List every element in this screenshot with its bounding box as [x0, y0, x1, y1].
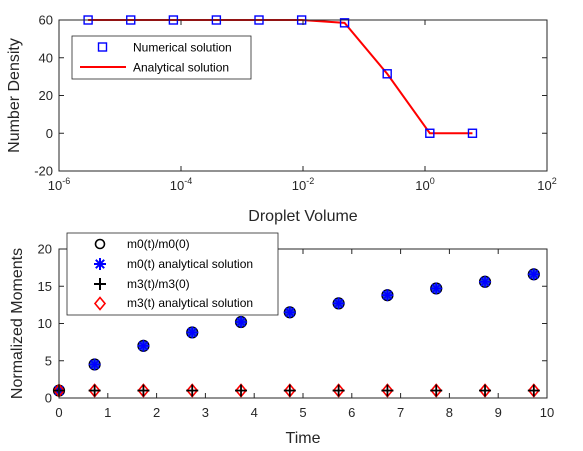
top-y-tick-label: -20 [34, 164, 53, 179]
m3-ratio-point [479, 384, 492, 397]
legend-label-m0-analytical: m0(t) analytical solution [127, 257, 253, 271]
bottom-x-axis-label: Time [286, 430, 321, 447]
bottom-legend: m0(t)/m0(0) m0(t) analytical solution m3… [66, 232, 279, 316]
bottom-x-tick-label: 2 [153, 405, 160, 420]
top-y-tick-label: 60 [39, 13, 53, 28]
m0-analytical-point [235, 316, 248, 329]
bottom-y-tick-label: 10 [38, 316, 52, 331]
top-y-tick-label: 20 [39, 88, 53, 103]
m0-analytical-point [137, 339, 150, 352]
m0-analytical-point [88, 358, 101, 371]
m0-analytical-point [186, 326, 199, 339]
m3-ratio-point [88, 384, 101, 397]
legend-label-m0-ratio: m0(t)/m0(0) [127, 237, 190, 251]
legend-asterisk-marker [94, 258, 106, 270]
bottom-x-tick-label: 7 [397, 405, 404, 420]
top-x-tick-label: 10-2 [292, 176, 314, 193]
bottom-x-tick-label: 9 [495, 405, 502, 420]
bottom-x-tick-label: 4 [251, 405, 258, 420]
numerical-solution-point [382, 69, 392, 79]
legend-label-m3-ratio: m3(t)/m3(0) [127, 277, 190, 291]
top-legend: Numerical solution Analytical solution [71, 35, 252, 80]
top-x-tick-label: 10-6 [48, 176, 70, 193]
m3-ratio-point [283, 384, 296, 397]
bottom-ticks: 0 1 2 3 4 5 6 7 8 9 10 0 5 10 15 20 [38, 242, 555, 421]
m3-ratio-point [235, 384, 248, 397]
m0-analytical-point [381, 289, 394, 302]
top-chart: 10-6 10-4 10-2 100 102 -20 0 20 40 60 Number Dens… [6, 13, 557, 226]
bottom-x-tick-label: 0 [55, 405, 62, 420]
top-legend-label-numerical: Numerical solution [133, 41, 232, 55]
bottom-y-axis-label: Normalized Moments [9, 248, 26, 399]
bottom-x-tick-label: 10 [540, 405, 554, 420]
legend-label-m3-analytical: m3(t) analytical solution [127, 296, 253, 310]
top-y-tick-label: 0 [46, 126, 53, 141]
top-x-tick-label: 102 [537, 176, 556, 193]
bottom-x-tick-label: 3 [202, 405, 209, 420]
bottom-y-tick-label: 15 [38, 279, 52, 294]
m3-ratio-point [186, 384, 199, 397]
bottom-y-tick-label: 0 [45, 391, 52, 406]
top-x-tick-label: 10-4 [170, 176, 192, 193]
bottom-y-tick-label: 20 [38, 242, 52, 257]
m3-ratio-point [332, 384, 345, 397]
numerical-solution-point [425, 128, 435, 138]
top-x-axis-label: Droplet Volume [248, 208, 357, 225]
bottom-x-tick-label: 8 [446, 405, 453, 420]
top-y-axis-label: Number Density [6, 38, 23, 153]
top-y-tick-label: 40 [39, 50, 53, 65]
m3-ratio-point [137, 384, 150, 397]
legend-circle-marker [94, 238, 106, 250]
bottom-x-tick-label: 1 [104, 405, 111, 420]
top-legend-square-marker [97, 42, 108, 52]
m0-analytical-point [479, 275, 492, 288]
m0-analytical-point [283, 306, 296, 319]
m0-analytical-point [527, 268, 540, 281]
m3-ratio-point [527, 384, 540, 397]
bottom-x-tick-label: 5 [299, 405, 306, 420]
legend-plus-marker [94, 278, 106, 290]
top-x-tick-label: 100 [415, 176, 434, 193]
m3-ratio-point [430, 384, 443, 397]
m0-analytical-point [332, 297, 345, 310]
top-ticks: 10-6 10-4 10-2 100 102 -20 0 20 40 60 [34, 13, 557, 194]
top-legend-label-analytical: Analytical solution [133, 61, 229, 75]
bottom-x-tick-label: 6 [348, 405, 355, 420]
m0-analytical-point [430, 282, 443, 295]
legend-diamond-marker [93, 296, 107, 311]
numerical-solution-point [467, 128, 478, 138]
m3-ratio-point [381, 384, 394, 397]
bottom-y-tick-label: 5 [45, 353, 52, 368]
numerical-solution-point [339, 18, 350, 28]
